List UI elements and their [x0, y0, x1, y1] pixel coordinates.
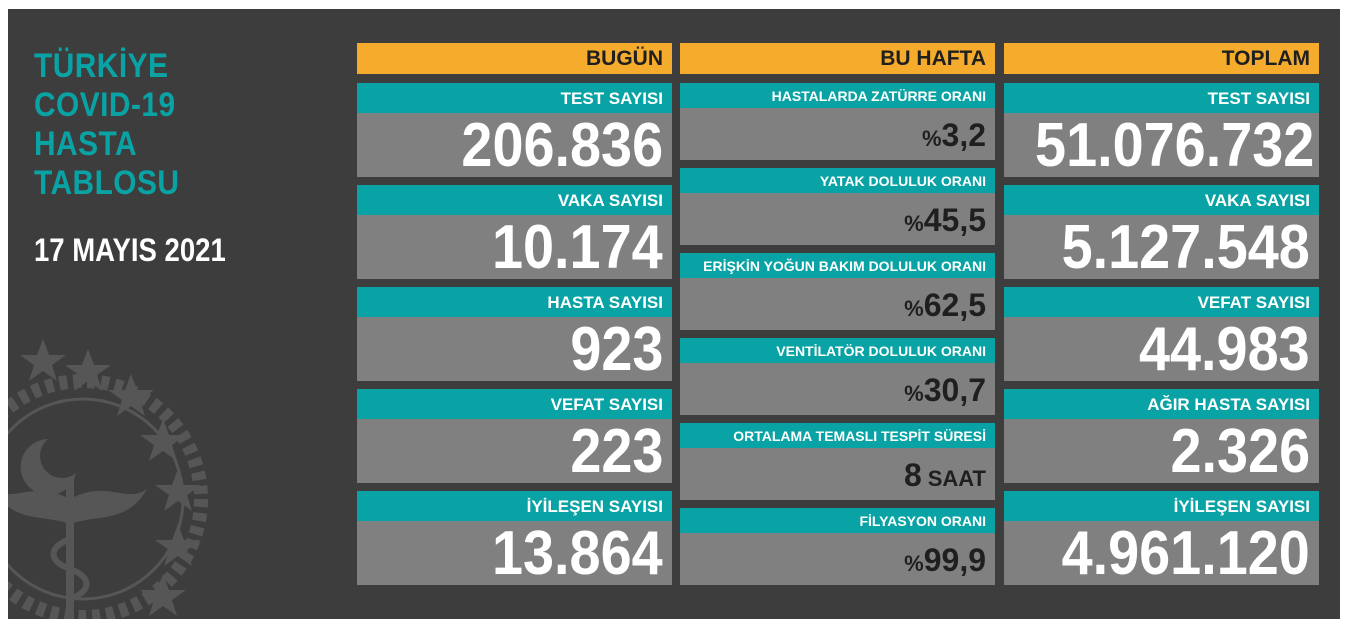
stat-label: AĞIR HASTA SAYISI	[1004, 389, 1319, 419]
rate-label: VENTİLATÖR DOLULUK ORANI	[680, 338, 995, 363]
rate-label: FİLYASYON ORANI	[680, 508, 995, 533]
stat-value: 44.983	[1004, 317, 1319, 383]
report-date: 17 MAYIS 2021	[34, 232, 226, 268]
rate-label: YATAK DOLULUK ORANI	[680, 168, 995, 193]
stat-value: 10.174	[357, 215, 672, 281]
stat-label: İYİLEŞEN SAYISI	[357, 491, 672, 521]
week-column: BU HAFTA HASTALARDA ZATÜRRE ORANI %3,2 Y…	[680, 43, 995, 585]
today-column: BUGÜN TEST SAYISI 206.836 VAKA SAYISI 10…	[357, 43, 672, 587]
total-column: TOPLAM TEST SAYISI 51.076.732 VAKA SAYIS…	[1004, 43, 1319, 587]
stat-card: VAKA SAYISI 10.174	[357, 185, 672, 281]
rate-label: ORTALAMA TEMASLI TESPİT SÜRESİ	[680, 423, 995, 448]
total-header: TOPLAM	[1004, 43, 1319, 74]
stat-card: AĞIR HASTA SAYISI 2.326	[1004, 389, 1319, 485]
dashboard-board: TÜRKİYE COVID-19 HASTA TABLOSU 17 MAYIS …	[8, 9, 1340, 619]
page-title: TÜRKİYE COVID-19 HASTA TABLOSU	[34, 47, 179, 203]
rate-value: %99,9	[680, 533, 995, 585]
stat-value: 223	[357, 419, 672, 485]
rate-card: HASTALARDA ZATÜRRE ORANI %3,2	[680, 83, 995, 160]
stat-card: TEST SAYISI 51.076.732	[1004, 83, 1319, 179]
stat-value: 51.076.732	[1004, 113, 1319, 179]
stat-label: VAKA SAYISI	[1004, 185, 1319, 215]
title-line: HASTA	[34, 125, 138, 163]
rate-label: HASTALARDA ZATÜRRE ORANI	[680, 83, 995, 108]
stat-card: TEST SAYISI 206.836	[357, 83, 672, 179]
stat-label: TEST SAYISI	[1004, 83, 1319, 113]
stat-label: VAKA SAYISI	[357, 185, 672, 215]
rate-card: ERİŞKİN YOĞUN BAKIM DOLULUK ORANI %62,5	[680, 253, 995, 330]
stat-card: İYİLEŞEN SAYISI 4.961.120	[1004, 491, 1319, 587]
stat-value: 206.836	[357, 113, 672, 179]
stat-value: 13.864	[357, 521, 672, 587]
stat-card: VEFAT SAYISI 44.983	[1004, 287, 1319, 383]
rate-card: VENTİLATÖR DOLULUK ORANI %30,7	[680, 338, 995, 415]
rate-card: YATAK DOLULUK ORANI %45,5	[680, 168, 995, 245]
stat-value: 923	[357, 317, 672, 383]
week-header: BU HAFTA	[680, 43, 995, 74]
stat-card: VEFAT SAYISI 223	[357, 389, 672, 485]
rate-value: 8 SAAT	[680, 448, 995, 500]
rate-value: %3,2	[680, 108, 995, 160]
stat-label: VEFAT SAYISI	[357, 389, 672, 419]
title-line: COVID-19	[34, 86, 176, 124]
rate-value: %45,5	[680, 193, 995, 245]
stat-label: VEFAT SAYISI	[1004, 287, 1319, 317]
stat-label: HASTA SAYISI	[357, 287, 672, 317]
today-header: BUGÜN	[357, 43, 672, 74]
title-line: TABLOSU	[34, 164, 180, 202]
stat-card: İYİLEŞEN SAYISI 13.864	[357, 491, 672, 587]
rate-value: %30,7	[680, 363, 995, 415]
rate-card: FİLYASYON ORANI %99,9	[680, 508, 995, 585]
title-line: TÜRKİYE	[34, 47, 169, 85]
stat-value: 5.127.548	[1004, 215, 1319, 281]
stat-card: VAKA SAYISI 5.127.548	[1004, 185, 1319, 281]
rate-label: ERİŞKİN YOĞUN BAKIM DOLULUK ORANI	[680, 253, 995, 278]
rate-card: ORTALAMA TEMASLI TESPİT SÜRESİ 8 SAAT	[680, 423, 995, 500]
stat-card: HASTA SAYISI 923	[357, 287, 672, 383]
stat-label: TEST SAYISI	[357, 83, 672, 113]
ministry-emblem-icon	[8, 339, 208, 619]
stat-label: İYİLEŞEN SAYISI	[1004, 491, 1319, 521]
stat-value: 4.961.120	[1004, 521, 1319, 587]
stat-value: 2.326	[1004, 419, 1319, 485]
rate-value: %62,5	[680, 278, 995, 330]
